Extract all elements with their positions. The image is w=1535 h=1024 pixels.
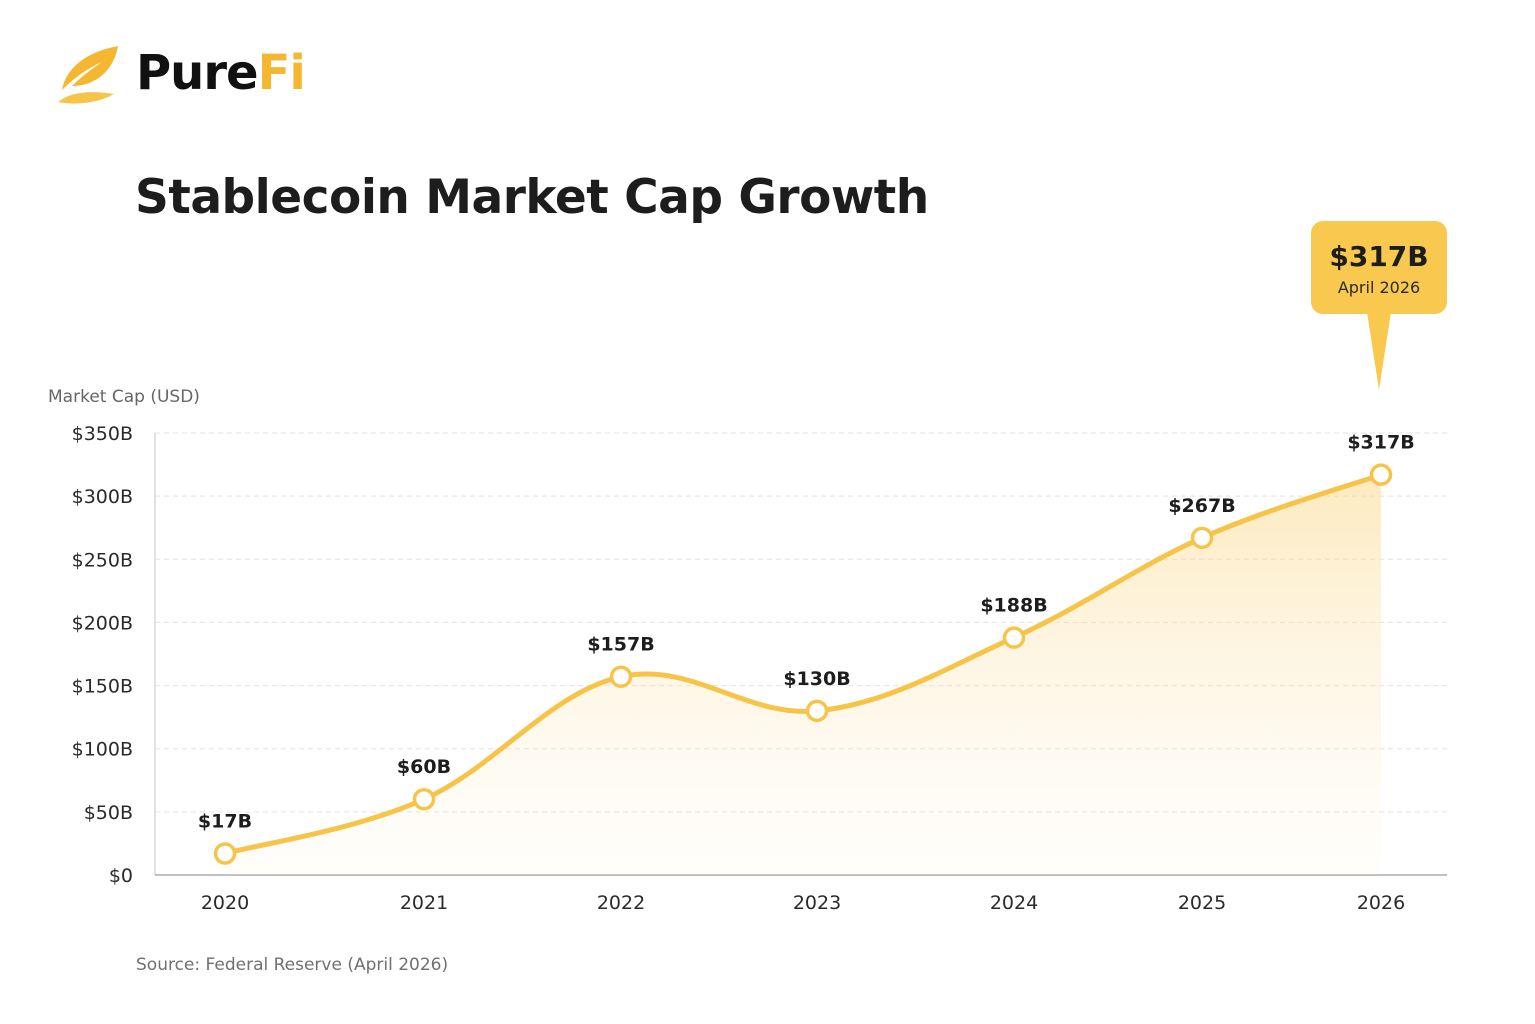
data-label: $317B [1347,432,1414,454]
data-label: $17B [198,811,252,833]
x-tick-label: 2021 [400,892,448,914]
y-tick-label: $0 [109,865,133,887]
page-title: Stablecoin Market Cap Growth [135,170,929,225]
x-tick-label: 2022 [597,892,645,914]
brand-name-part2: Fi [257,45,306,101]
callout-pointer [1367,312,1391,390]
data-label: $157B [587,634,654,656]
brand-name-part1: Pure [136,45,259,101]
callout-value: $317B [1329,240,1428,273]
callout-label: April 2026 [1338,278,1420,297]
data-label: $60B [397,756,451,778]
x-tick-label: 2025 [1178,892,1226,914]
data-point [1190,526,1214,550]
y-tick-label: $200B [72,612,133,634]
y-tick-label: $350B [72,423,133,445]
y-tick-label: $250B [72,549,133,571]
data-point [609,665,633,688]
y-tick-label: $100B [72,739,133,761]
data-point [412,787,436,811]
source-note: Source: Federal Reserve (April 2026) [136,955,449,975]
y-tick-label: $300B [72,486,133,508]
leaf-icon [58,46,118,104]
brand-logo: PureFi [56,40,306,106]
data-label: $130B [783,668,850,690]
data-point [1369,463,1393,486]
brand-name: PureFi [136,49,306,97]
callout-box [1311,221,1447,314]
y-tick-label: $150B [72,676,133,698]
data-label: $188B [980,595,1047,617]
series-area [225,474,1381,875]
x-tick-label: 2023 [793,892,841,914]
data-point [213,842,237,865]
x-tick-label: 2020 [201,892,249,914]
x-tick-label: 2026 [1357,892,1405,914]
x-tick-label: 2024 [990,892,1038,914]
data-point [805,699,829,723]
y-axis-title: Market Cap (USD) [48,387,200,407]
y-tick-label: $50B [84,802,133,824]
data-label: $267B [1168,495,1235,517]
data-point [1002,626,1026,649]
